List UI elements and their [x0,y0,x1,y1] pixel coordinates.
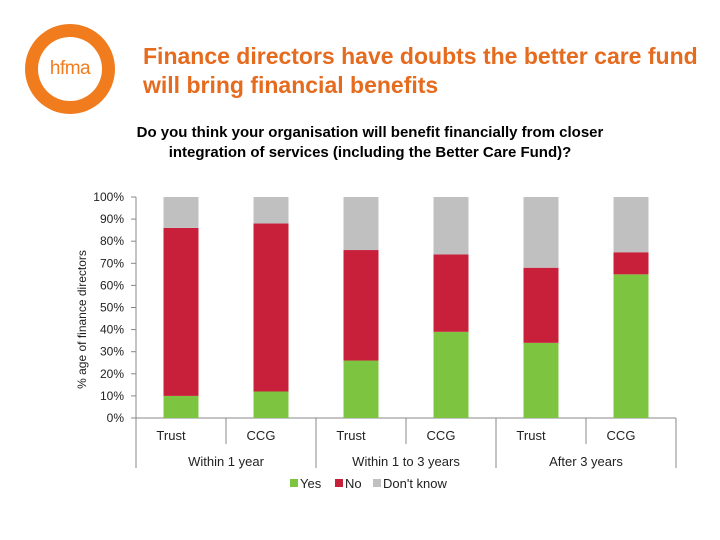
bar-don-t-know [523,197,559,268]
x-category-label: CCG [247,428,276,443]
y-tick-label: 0% [107,411,125,425]
bar-don-t-know [163,197,199,228]
bar-no [253,223,289,392]
bar-yes [253,391,289,418]
x-group-label: Within 1 to 3 years [352,454,460,469]
x-group-label: Within 1 year [188,454,265,469]
legend-label: No [345,476,362,491]
bar-yes [613,274,649,418]
x-category-label: CCG [607,428,636,443]
y-tick-label: 60% [100,278,124,292]
y-axis-label: % age of finance directors [75,250,89,389]
bar-no [343,250,379,361]
y-tick-label: 90% [100,212,124,226]
x-category-label: Trust [156,428,186,443]
hfma-logo-text: hfma [49,58,91,79]
bar-no [523,267,559,343]
bar-no [613,252,649,275]
hfma-logo: hfma [25,24,115,114]
chart-title: Do you think your organisation will bene… [136,124,604,161]
slide-title: Finance directors have doubts the better… [143,43,698,98]
legend-label: Don't know [383,476,448,491]
bar-yes [433,331,469,418]
bar-don-t-know [433,197,469,255]
y-tick-label: 20% [100,367,124,381]
y-tick-label: 10% [100,389,124,403]
bar-don-t-know [613,197,649,253]
x-category-label: CCG [427,428,456,443]
y-tick-label: 50% [100,301,124,315]
legend-swatch [290,479,298,487]
x-category-label: Trust [336,428,366,443]
legend-swatch [373,479,381,487]
y-tick-label: 80% [100,234,124,248]
y-tick-label: 30% [100,345,124,359]
bar-don-t-know [253,197,289,224]
y-tick-label: 40% [100,323,124,337]
bar-yes [343,360,379,418]
bar-no [433,254,469,332]
y-tick-label: 70% [100,256,124,270]
bar-don-t-know [343,197,379,251]
legend-label: Yes [300,476,322,491]
legend-swatch [335,479,343,487]
y-tick-label: 100% [93,190,124,204]
bar-yes [523,342,559,418]
x-group-label: After 3 years [549,454,623,469]
hfma-logo-inner: hfma [38,37,102,101]
bar-yes [163,395,199,418]
bar-no [163,227,199,396]
x-category-label: Trust [516,428,546,443]
